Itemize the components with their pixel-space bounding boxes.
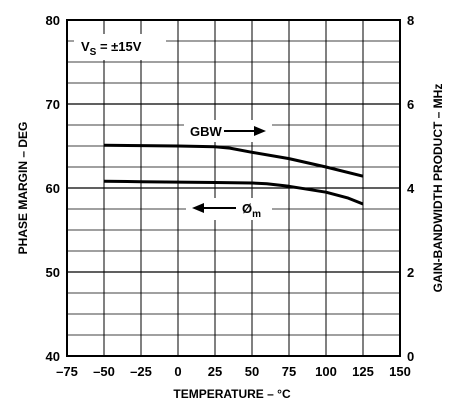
series-lines	[103, 143, 364, 206]
phase-margin-series-line	[103, 179, 364, 206]
y-axis-title: PHASE MARGIN – DEG	[16, 122, 30, 255]
y2-tick-label: 2	[407, 265, 414, 280]
y-tick-label: 50	[46, 265, 60, 280]
y2-tick-labels: 0 2 4 6 8	[407, 13, 415, 364]
y2-axis-title: GAIN-BANDWIDTH PRODUCT – MHz	[431, 84, 445, 293]
x-axis-title: TEMPERATURE – °C	[173, 387, 291, 401]
y2-tick-label: 6	[407, 97, 414, 112]
x-tick-label: 0	[174, 364, 181, 379]
left-arrow-icon	[192, 203, 236, 213]
y-tick-label: 70	[46, 97, 60, 112]
y-tick-label: 40	[46, 349, 60, 364]
phase-annotation-label: Øm	[242, 201, 261, 220]
condition-label: VS = ±15V	[81, 39, 142, 58]
x-tick-label: 125	[352, 364, 374, 379]
plot-frame	[66, 19, 401, 357]
x-tick-label: –50	[93, 364, 115, 379]
gbw-series-line	[103, 143, 364, 178]
x-tick-label: 75	[282, 364, 296, 379]
right-arrow-icon	[224, 126, 266, 136]
gbw-annotation-label: GBW	[190, 124, 223, 139]
y-tick-labels: 40 50 60 70 80	[46, 13, 60, 364]
x-tick-labels: –75 –50 –25 0 25 50 75 100 125 150	[56, 364, 411, 379]
x-tick-label: 25	[208, 364, 222, 379]
y-tick-label: 60	[46, 181, 60, 196]
y2-tick-label: 8	[407, 13, 414, 28]
y-tick-label: 80	[46, 13, 60, 28]
x-tick-label: –25	[130, 364, 152, 379]
grid	[67, 20, 400, 356]
x-tick-label: –75	[56, 364, 78, 379]
condition-label-box	[74, 34, 166, 60]
y2-tick-label: 0	[407, 349, 414, 364]
x-tick-label: 50	[245, 364, 259, 379]
y2-tick-label: 4	[407, 181, 415, 196]
x-tick-label: 100	[315, 364, 337, 379]
x-tick-label: 150	[389, 364, 411, 379]
